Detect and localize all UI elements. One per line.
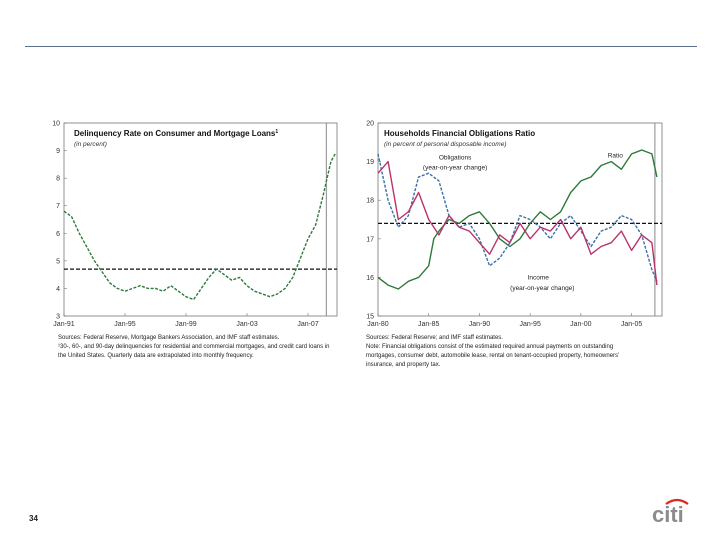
note-line: Note: Financial obligations consist of t… [366,344,614,350]
plot-frame [63,122,338,317]
x-tick-label: Jan-07 [297,321,319,328]
series-line [377,153,658,282]
x-tick-label: Jan-80 [367,321,389,328]
logo-wordmark: citi [652,502,684,525]
x-tick-label: Jan-90 [469,321,491,328]
chart-subtitle: (in percent of personal disposable incom… [384,141,506,148]
obligations-ratio-chart: 15 16 17 18 19 20 Jan-80 Jan-85 Jan-90 Jan-95 Jan-… [360,113,670,328]
y-tick-label: 17 [366,236,374,243]
right-chart-notes: Sources: Federal Reserve; and IMF staff … [366,334,666,370]
x-tick-label: Jan-03 [236,321,258,328]
x-tick-label: Jan-95 [519,321,541,328]
note-line: insurance, and property tax. [366,362,441,368]
x-tick-label: Jan-91 [53,321,75,328]
series-line [377,160,658,286]
x-tick-label: Jan-95 [114,321,136,328]
chart-annotation: Obligations [439,155,472,162]
note-line: Sources: Federal Reserve; and IMF staff … [366,335,503,341]
x-tick-label: Jan-05 [621,321,643,328]
y-tick-label: 20 [366,121,374,128]
y-tick-label: 9 [56,148,60,155]
chart-annotation: (year-on-year change) [423,164,487,171]
y-tick-label: 5 [56,258,60,265]
y-tick-label: 18 [366,198,374,205]
note-line: ¹30-, 60-, and 90-day delinquencies for … [58,344,330,350]
header-divider [25,46,697,47]
y-tick-label: 3 [56,314,60,321]
page-number: 34 [29,514,38,523]
chart-title: Delinquency Rate on Consumer and Mortgag… [74,129,278,138]
y-tick-label: 15 [366,314,374,321]
y-tick-label: 6 [56,231,60,238]
series-line [377,149,658,290]
chart-subtitle: (in percent) [74,141,107,148]
chart-title: Households Financial Obligations Ratio [384,129,535,138]
chart-annotation: Ratio [608,153,624,160]
x-tick-label: Jan-99 [175,321,197,328]
y-tick-label: 4 [56,286,60,293]
y-tick-label: 19 [366,159,374,166]
series-line [63,152,337,301]
y-tick-label: 10 [52,121,60,128]
y-tick-label: 8 [56,176,60,183]
chart-annotation: Income [528,274,550,281]
left-chart-notes: Sources: Federal Reserve, Mortgage Banke… [58,334,358,361]
note-line: mortgages, consumer debt, automobile lea… [366,353,620,359]
chart-annotation: (year-on-year change) [510,285,574,292]
note-line: the United States. Quarterly data are ex… [58,353,254,359]
citi-logo: citi [652,498,689,525]
delinquency-chart: 3 4 5 6 7 8 9 10 Jan-91 Jan-95 Jan-99 Jan-03 Jan-07 D… [40,113,345,328]
x-tick-label: Jan-00 [570,321,592,328]
y-tick-label: 7 [56,203,60,210]
y-tick-label: 16 [366,275,374,282]
x-tick-label: Jan-85 [418,321,440,328]
note-line: Sources: Federal Reserve, Mortgage Banke… [58,335,280,341]
plot-frame [377,122,663,317]
